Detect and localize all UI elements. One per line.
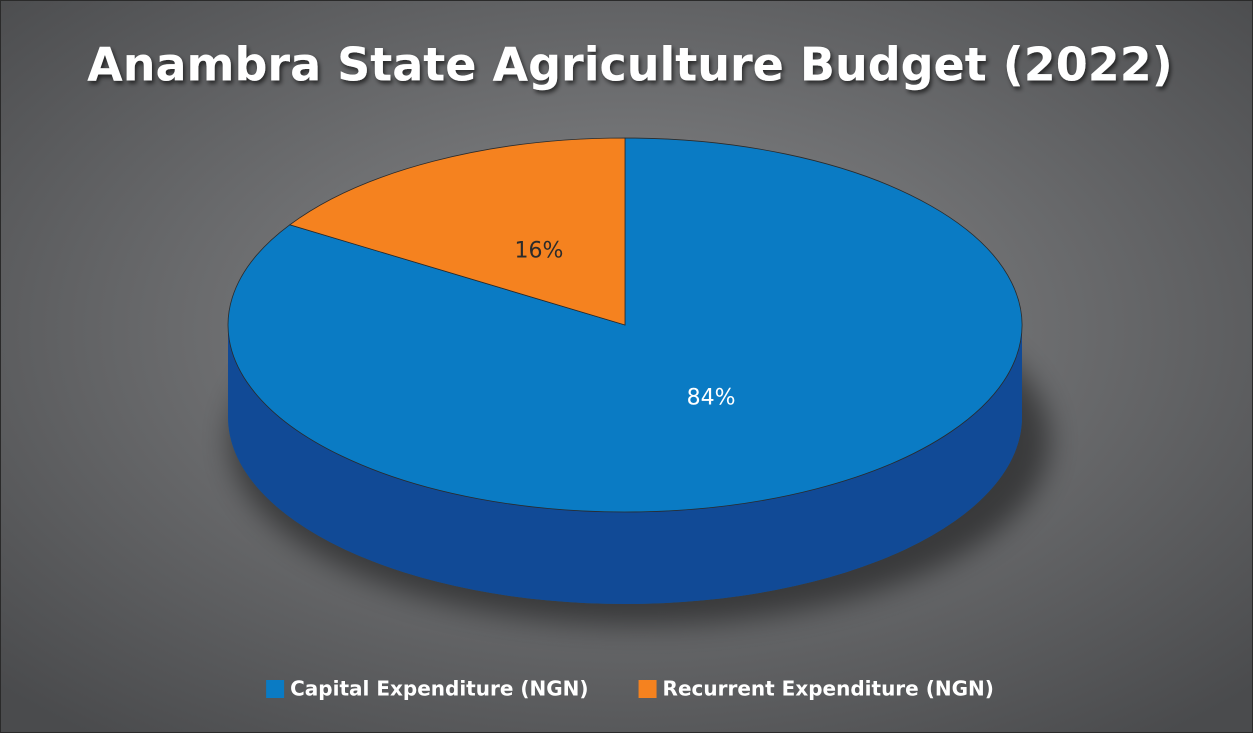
legend-swatch (266, 680, 285, 698)
legend-label: Capital Expenditure (NGN) (290, 677, 588, 701)
slice (288, 137, 626, 326)
legend-swatch (638, 680, 657, 698)
value-label: 84% (687, 386, 736, 411)
chart-title: Anambra State Agriculture Budget (2022) (87, 38, 1173, 92)
slice-side-shade (228, 325, 1022, 604)
slice-side (228, 325, 1022, 604)
value-label: 16% (514, 238, 563, 263)
legend-label: Recurrent Expenditure (NGN) (663, 677, 994, 701)
